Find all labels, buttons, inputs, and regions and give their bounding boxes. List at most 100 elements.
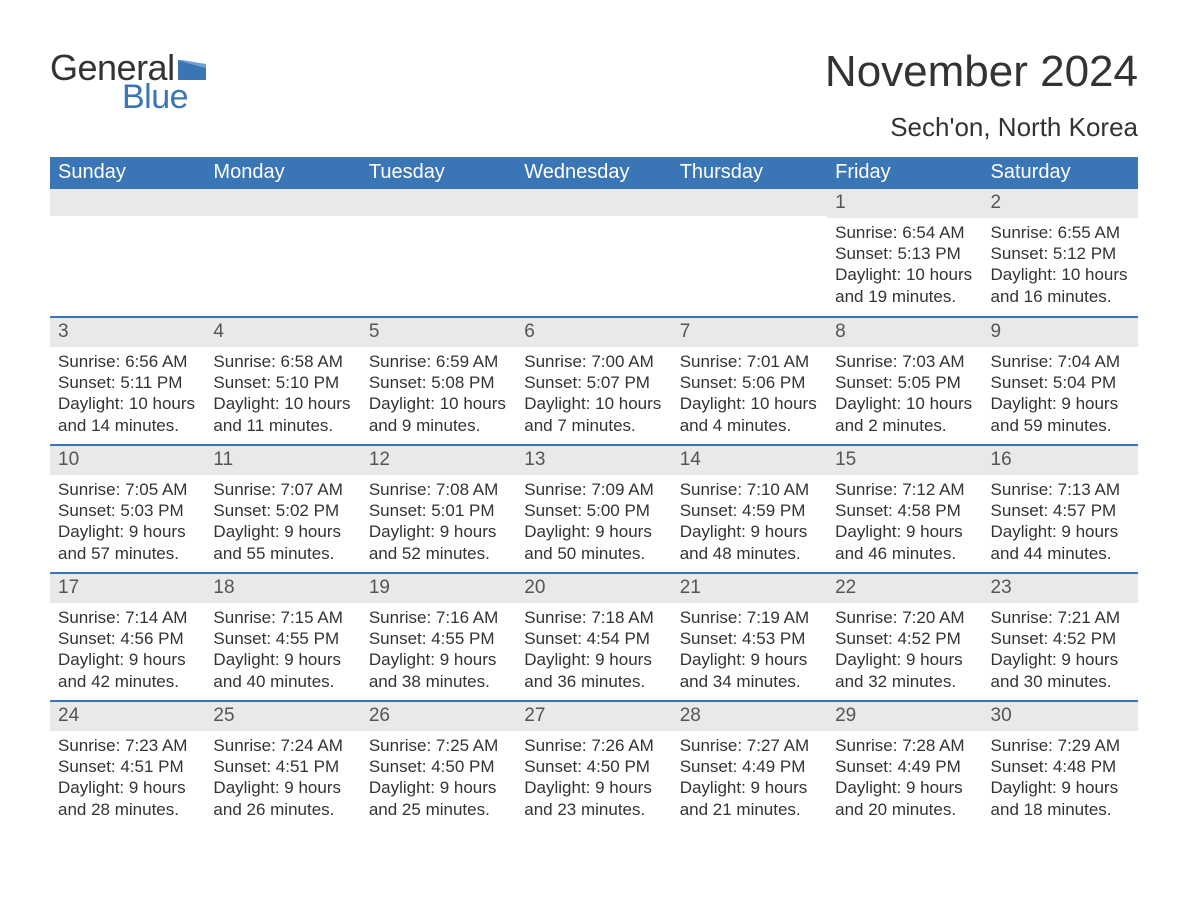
sunset-line: Sunset: 4:53 PM [680,628,821,649]
day-number: 8 [827,318,982,347]
daylight-line-2: and 36 minutes. [524,671,665,692]
week-row: 17Sunrise: 7:14 AMSunset: 4:56 PMDayligh… [50,573,1138,701]
sunrise-line: Sunrise: 7:08 AM [369,479,510,500]
day-cell: 21Sunrise: 7:19 AMSunset: 4:53 PMDayligh… [672,573,827,701]
daylight-line-1: Daylight: 10 hours [524,393,665,414]
daylight-line-2: and 52 minutes. [369,543,510,564]
day-cell: 27Sunrise: 7:26 AMSunset: 4:50 PMDayligh… [516,701,671,829]
day-number: 2 [983,189,1138,218]
day-cell: 17Sunrise: 7:14 AMSunset: 4:56 PMDayligh… [50,573,205,701]
sunrise-line: Sunrise: 7:16 AM [369,607,510,628]
daylight-line-1: Daylight: 9 hours [524,777,665,798]
daylight-line-1: Daylight: 10 hours [680,393,821,414]
day-number: 1 [827,189,982,218]
daylight-line-1: Daylight: 9 hours [58,777,199,798]
sunrise-line: Sunrise: 7:10 AM [680,479,821,500]
sunrise-line: Sunrise: 7:29 AM [991,735,1132,756]
day-details: Sunrise: 7:29 AMSunset: 4:48 PMDaylight:… [983,731,1138,824]
sunrise-line: Sunrise: 7:21 AM [991,607,1132,628]
week-row: 1Sunrise: 6:54 AMSunset: 5:13 PMDaylight… [50,189,1138,317]
calendar-page: General Blue November 2024 Sech'on, Nort… [0,0,1188,869]
day-cell [361,189,516,317]
daylight-line-1: Daylight: 9 hours [680,649,821,670]
daylight-line-1: Daylight: 10 hours [213,393,354,414]
day-cell: 6Sunrise: 7:00 AMSunset: 5:07 PMDaylight… [516,317,671,445]
daylight-line-2: and 23 minutes. [524,799,665,820]
day-number: 9 [983,318,1138,347]
day-details: Sunrise: 7:27 AMSunset: 4:49 PMDaylight:… [672,731,827,824]
day-details: Sunrise: 7:03 AMSunset: 5:05 PMDaylight:… [827,347,982,440]
page-header: General Blue November 2024 Sech'on, Nort… [50,50,1138,143]
sunset-line: Sunset: 5:00 PM [524,500,665,521]
daylight-line-1: Daylight: 9 hours [680,777,821,798]
weekday-header: Monday [205,157,360,189]
day-number: 21 [672,574,827,603]
daylight-line-2: and 11 minutes. [213,415,354,436]
day-number: 18 [205,574,360,603]
day-number: 12 [361,446,516,475]
daylight-line-2: and 44 minutes. [991,543,1132,564]
daylight-line-2: and 34 minutes. [680,671,821,692]
sunset-line: Sunset: 5:03 PM [58,500,199,521]
day-number: 27 [516,702,671,731]
sunrise-line: Sunrise: 7:04 AM [991,351,1132,372]
weekday-header-row: Sunday Monday Tuesday Wednesday Thursday… [50,157,1138,189]
day-cell [516,189,671,317]
daylight-line-1: Daylight: 9 hours [58,649,199,670]
day-number: 14 [672,446,827,475]
day-cell: 15Sunrise: 7:12 AMSunset: 4:58 PMDayligh… [827,445,982,573]
daylight-line-2: and 38 minutes. [369,671,510,692]
day-details: Sunrise: 7:18 AMSunset: 4:54 PMDaylight:… [516,603,671,696]
sunset-line: Sunset: 4:57 PM [991,500,1132,521]
day-details: Sunrise: 7:12 AMSunset: 4:58 PMDaylight:… [827,475,982,568]
day-number: 19 [361,574,516,603]
daylight-line-1: Daylight: 9 hours [991,521,1132,542]
day-details: Sunrise: 6:55 AMSunset: 5:12 PMDaylight:… [983,218,1138,311]
sunset-line: Sunset: 5:10 PM [213,372,354,393]
daylight-line-2: and 50 minutes. [524,543,665,564]
sunrise-line: Sunrise: 6:56 AM [58,351,199,372]
sunrise-line: Sunrise: 7:07 AM [213,479,354,500]
day-details: Sunrise: 7:09 AMSunset: 5:00 PMDaylight:… [516,475,671,568]
day-cell: 12Sunrise: 7:08 AMSunset: 5:01 PMDayligh… [361,445,516,573]
sunrise-line: Sunrise: 7:01 AM [680,351,821,372]
day-cell: 4Sunrise: 6:58 AMSunset: 5:10 PMDaylight… [205,317,360,445]
sunrise-line: Sunrise: 6:59 AM [369,351,510,372]
daylight-line-1: Daylight: 9 hours [835,521,976,542]
day-number: 30 [983,702,1138,731]
sunset-line: Sunset: 4:54 PM [524,628,665,649]
sunset-line: Sunset: 4:56 PM [58,628,199,649]
daylight-line-1: Daylight: 9 hours [213,777,354,798]
sunset-line: Sunset: 4:52 PM [835,628,976,649]
title-block: November 2024 Sech'on, North Korea [825,50,1138,143]
sunrise-line: Sunrise: 7:27 AM [680,735,821,756]
daylight-line-2: and 18 minutes. [991,799,1132,820]
day-cell: 20Sunrise: 7:18 AMSunset: 4:54 PMDayligh… [516,573,671,701]
day-details: Sunrise: 7:21 AMSunset: 4:52 PMDaylight:… [983,603,1138,696]
sunset-line: Sunset: 5:08 PM [369,372,510,393]
day-cell: 13Sunrise: 7:09 AMSunset: 5:00 PMDayligh… [516,445,671,573]
daylight-line-2: and 14 minutes. [58,415,199,436]
daylight-line-2: and 55 minutes. [213,543,354,564]
empty-day-bar [361,189,516,216]
sunset-line: Sunset: 5:05 PM [835,372,976,393]
sunrise-line: Sunrise: 7:23 AM [58,735,199,756]
day-details: Sunrise: 7:20 AMSunset: 4:52 PMDaylight:… [827,603,982,696]
daylight-line-2: and 20 minutes. [835,799,976,820]
day-number: 25 [205,702,360,731]
sunrise-line: Sunrise: 7:18 AM [524,607,665,628]
sunrise-line: Sunrise: 7:15 AM [213,607,354,628]
day-number: 24 [50,702,205,731]
day-number: 29 [827,702,982,731]
day-details: Sunrise: 6:56 AMSunset: 5:11 PMDaylight:… [50,347,205,440]
sunset-line: Sunset: 5:06 PM [680,372,821,393]
day-cell [50,189,205,317]
weekday-header: Wednesday [516,157,671,189]
weekday-header: Sunday [50,157,205,189]
sunrise-line: Sunrise: 7:09 AM [524,479,665,500]
day-cell [205,189,360,317]
daylight-line-2: and 25 minutes. [369,799,510,820]
sunset-line: Sunset: 5:07 PM [524,372,665,393]
sunset-line: Sunset: 5:04 PM [991,372,1132,393]
sunset-line: Sunset: 4:55 PM [213,628,354,649]
